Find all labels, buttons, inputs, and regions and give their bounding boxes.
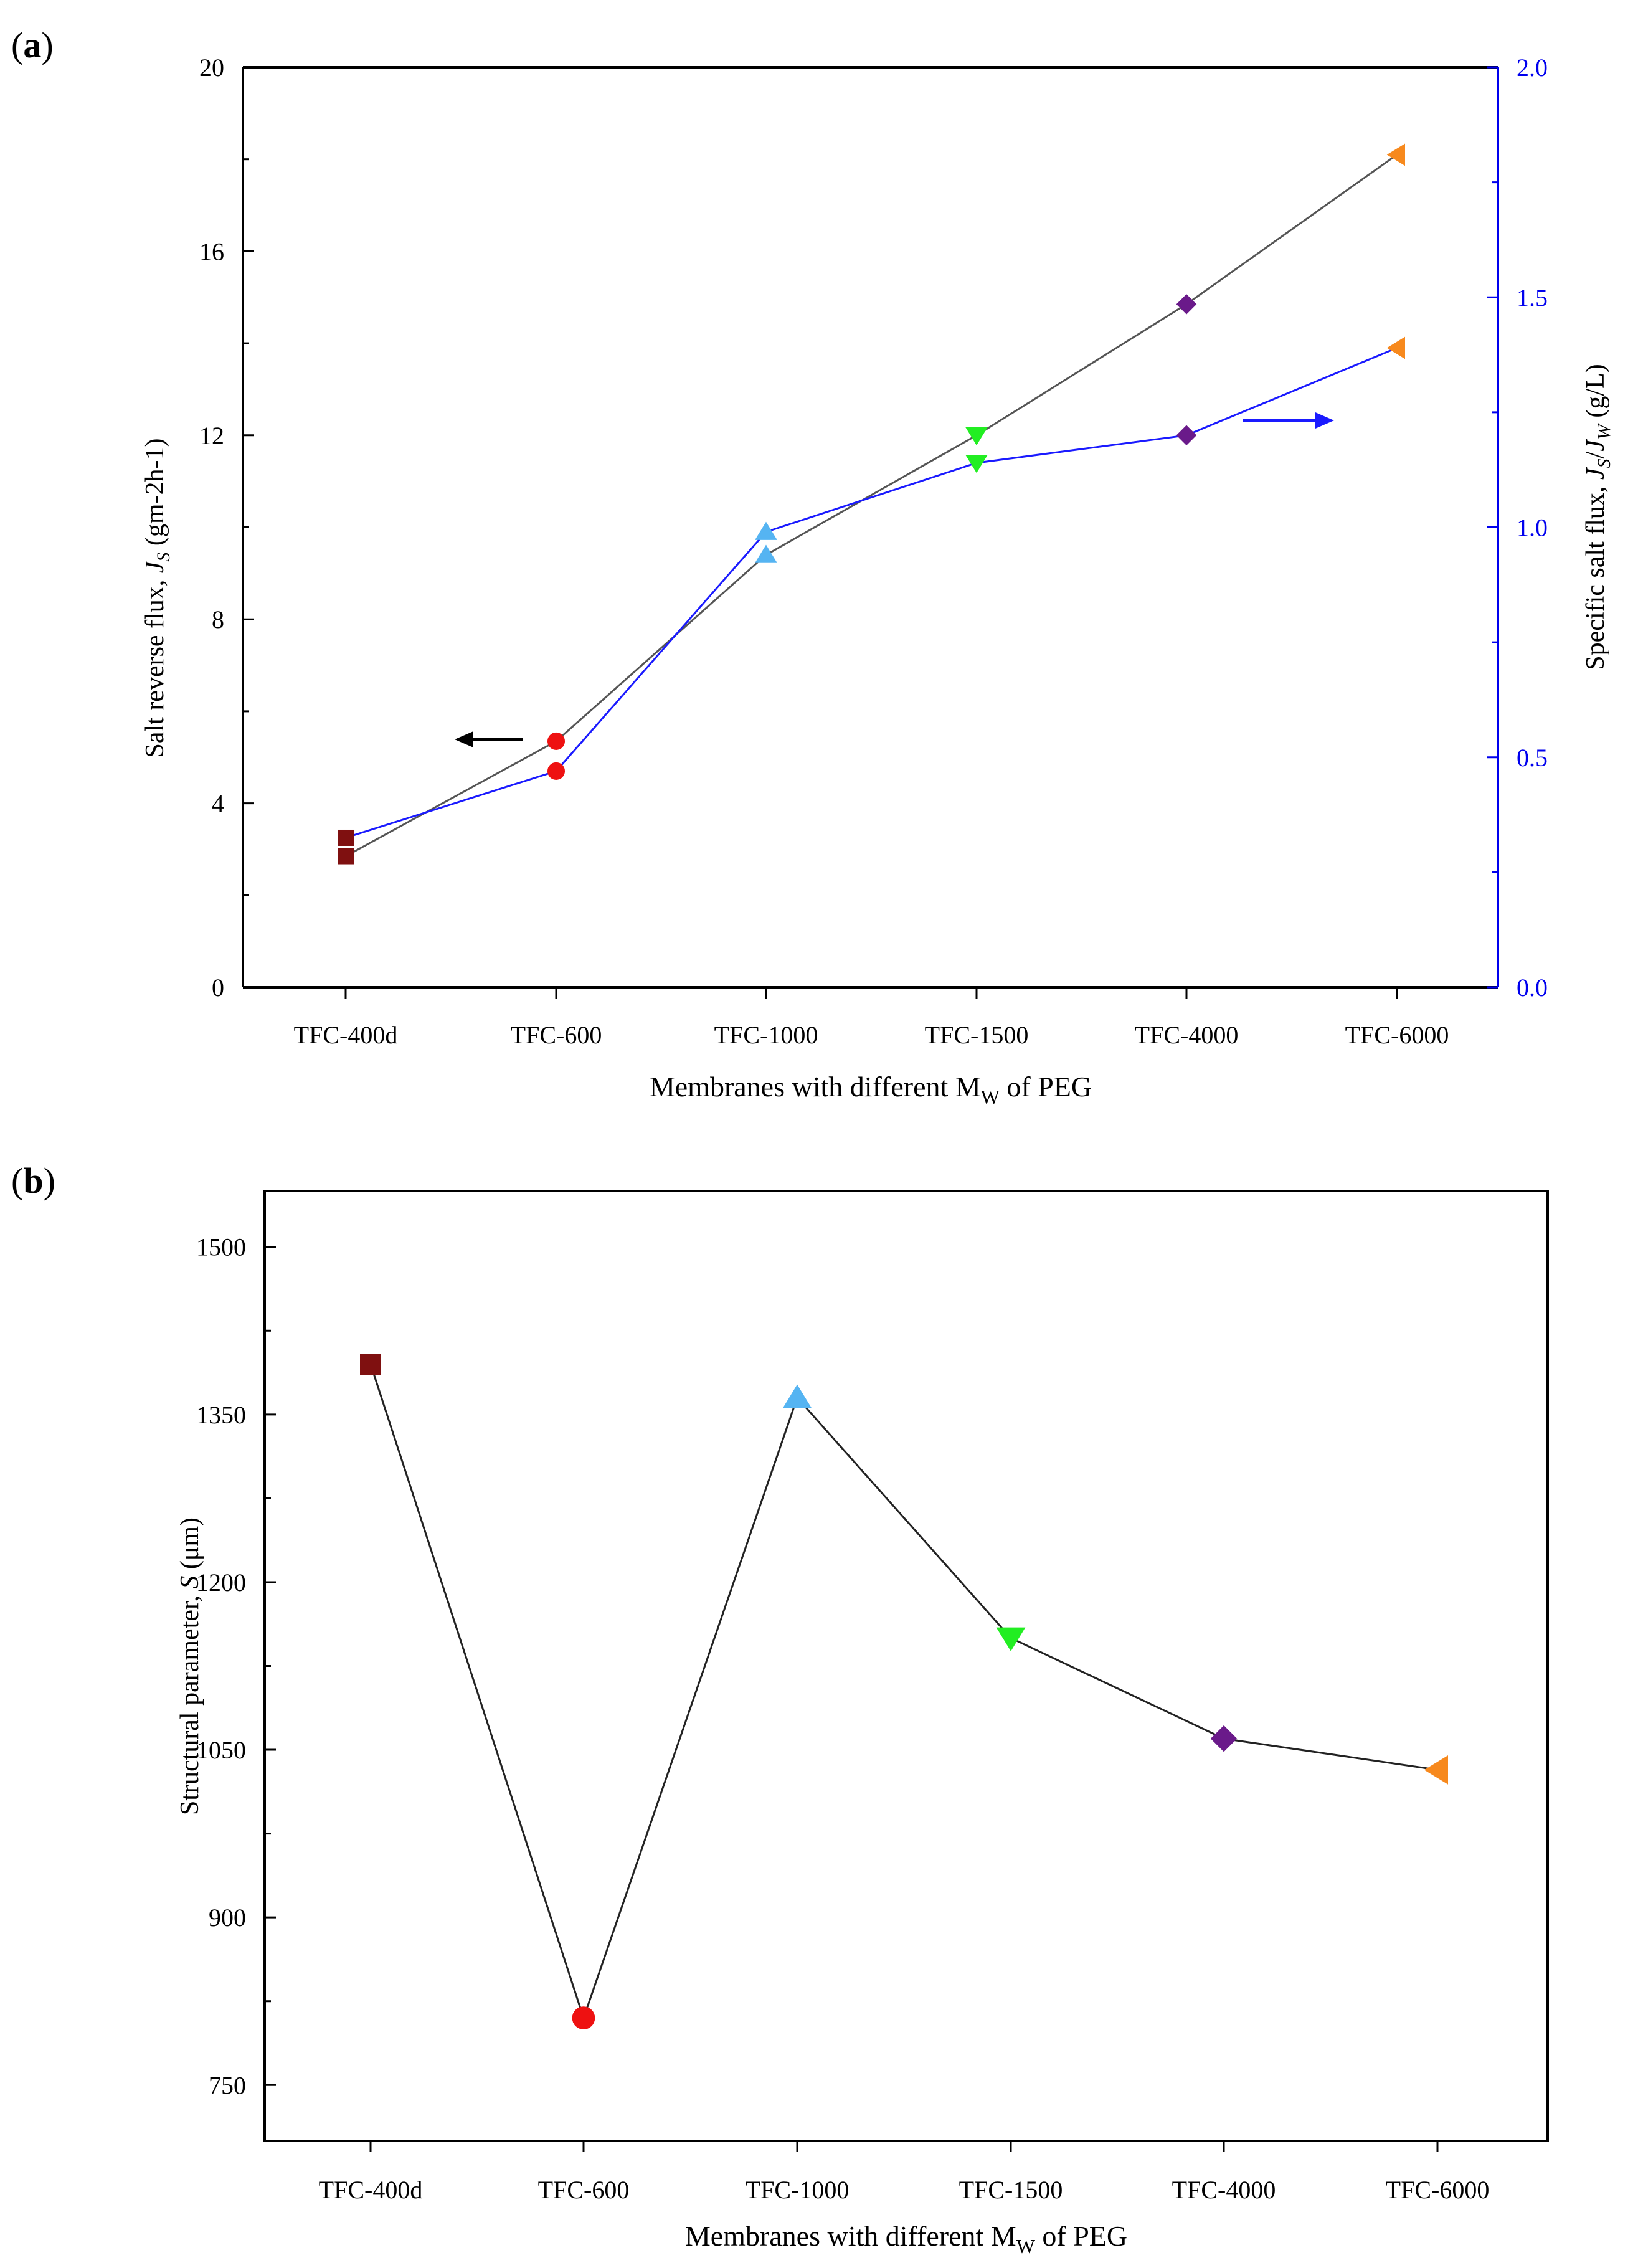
series-salt-reverse-flux-line (345, 154, 1398, 857)
structural-parameter-point (782, 1384, 812, 1408)
specific-flux-point (547, 762, 566, 780)
left-tick-label: 0 (212, 974, 224, 1002)
left-tick-label: 20 (199, 54, 224, 82)
right-tick-label: 1.0 (1517, 514, 1548, 542)
chart-b-xlabel: Membranes with different MW of PEG (685, 2220, 1127, 2257)
x-tick-label: TFC-4000 (1135, 1021, 1239, 1049)
right-tick-label: 1.5 (1517, 283, 1548, 311)
chart-a-xlabel: Membranes with different MW of PEG (650, 1071, 1092, 1108)
structural-parameter-point (1424, 1755, 1448, 1785)
series-specific-salt-flux-line (345, 347, 1398, 839)
right-tick-label: 2.0 (1517, 54, 1548, 82)
structural-parameter-point (1210, 1725, 1238, 1752)
chart-a-right-ylabel-s: S (1594, 458, 1614, 468)
left-tick-label: 12 (199, 422, 224, 450)
chart-b-ylabel-pre: Structural parameter, (176, 1589, 204, 1815)
chart-b-frame (263, 1190, 1549, 2142)
chart-b-xlabel-post: of PEG (1035, 2220, 1127, 2252)
right-axis-arrow (1243, 412, 1334, 429)
panel-b-label: (b) (11, 1160, 55, 1201)
chart-b-ylabel-post: (μm) (176, 1517, 204, 1576)
salt-flux-point (338, 848, 354, 865)
structural-parameter-point (360, 1354, 381, 1375)
x-tick-label: TFC-600 (511, 1021, 602, 1049)
left-axis-arrow (455, 731, 523, 747)
salt-flux-point (547, 732, 566, 750)
right-tick-label: 0.5 (1517, 744, 1548, 772)
y-tick-label: 900 (209, 1904, 246, 1932)
left-tick-label: 16 (199, 237, 224, 265)
x-tick-label: TFC-1000 (746, 2176, 850, 2204)
chart-a-left-ylabel-pre: Salt reverse flux, (141, 573, 169, 757)
specific-flux-point (1386, 336, 1405, 359)
chart-a-xlabel-pre: Membranes with different M (650, 1071, 981, 1103)
y-tick-label: 1500 (196, 1233, 246, 1261)
chart-b: 750 900 1050 1200 1350 1500 TFC-400d TFC-600 TFC… (176, 1190, 1549, 2257)
chart-a-xlabel-sub: W (981, 1086, 1000, 1108)
left-tick-label: 8 (212, 605, 224, 633)
x-tick-label: TFC-4000 (1172, 2176, 1276, 2204)
panel-b-letter: b (23, 1160, 43, 1201)
structural-parameter-point (996, 1627, 1026, 1651)
y-tick-label: 1050 (196, 1736, 246, 1764)
chart-a-right-ylabel-j1: J (1581, 467, 1610, 480)
left-tick-label: 4 (212, 790, 224, 818)
salt-flux-point (965, 427, 988, 446)
specific-flux-point (755, 521, 777, 540)
chart-a-xlabel-post: of PEG (1000, 1071, 1092, 1103)
x-tick-label: TFC-400d (294, 1021, 398, 1049)
structural-parameter-point (572, 2006, 595, 2030)
x-tick-label: TFC-1500 (959, 2176, 1063, 2204)
chart-a-right-ylabel-slash: / (1581, 451, 1610, 458)
chart-a-right-ylabel-pre: Specific salt flux, (1581, 480, 1610, 670)
chart-b-ylabel: Structural parameter, S (μm) (176, 1517, 204, 1815)
specific-flux-point (965, 455, 988, 473)
right-tick-label: 0.0 (1517, 974, 1548, 1002)
chart-a-right-ylabel: Specific salt flux, JS/JW (g/L) (1581, 364, 1614, 670)
specific-flux-point (338, 829, 354, 846)
chart-a-right-ylabel-w: W (1594, 422, 1614, 440)
x-tick-label: TFC-1500 (925, 1021, 1029, 1049)
chart-b-ylabel-s: S (176, 1576, 204, 1589)
panel-a-label: (a) (11, 25, 54, 65)
salt-flux-point (1386, 143, 1405, 166)
chart-a-right-ylabel-post: (g/L) (1581, 364, 1610, 424)
y-tick-label: 1200 (196, 1568, 246, 1597)
salt-flux-point (1176, 294, 1197, 315)
series-structural-parameter-line (369, 1364, 1438, 2021)
chart-a-left-ylabel-j: J (141, 560, 169, 573)
salt-flux-point (755, 544, 777, 563)
chart-a: 0 4 8 12 16 20 0.0 0.5 1.0 1.5 2.0 TFC-400d TFC-600 T… (141, 54, 1614, 1108)
chart-a-left-ylabel-post: (gm-2h-1) (141, 438, 169, 552)
y-tick-label: 1350 (196, 1401, 246, 1429)
specific-flux-point (1176, 425, 1197, 446)
chart-a-right-ylabel-j2: J (1581, 439, 1610, 452)
x-tick-label: TFC-600 (538, 2176, 630, 2204)
panel-a-letter: a (23, 25, 41, 65)
chart-a-left-ylabel: Salt reverse flux, JS (gm-2h-1) (141, 438, 174, 757)
x-tick-label: TFC-400d (319, 2176, 423, 2204)
x-tick-label: TFC-6000 (1345, 1021, 1449, 1049)
chart-b-xlabel-sub: W (1016, 2235, 1036, 2257)
y-tick-label: 750 (209, 2071, 246, 2099)
chart-a-left-ylabel-sub: S (153, 553, 174, 562)
x-tick-label: TFC-1000 (714, 1021, 818, 1049)
x-tick-label: TFC-6000 (1386, 2176, 1490, 2204)
chart-b-xlabel-pre: Membranes with different M (685, 2220, 1016, 2252)
